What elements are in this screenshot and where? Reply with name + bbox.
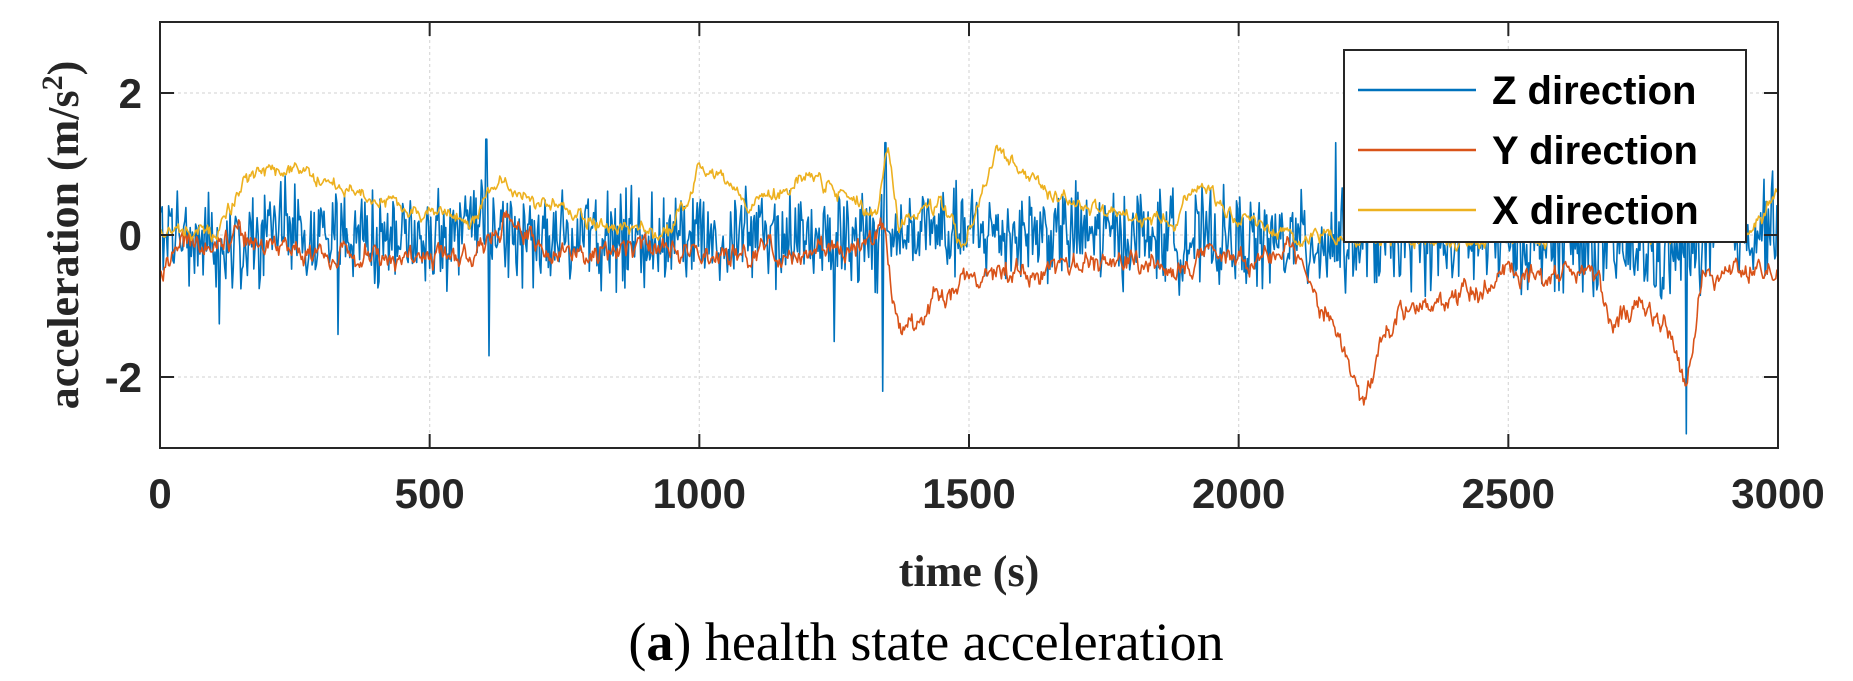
caption-text: health state acceleration (691, 612, 1223, 672)
y-axis-label-superscript: 2 (36, 75, 69, 90)
x-tick-label: 1000 (653, 470, 746, 517)
x-tick-label: 500 (395, 470, 465, 517)
x-tick-label: 2000 (1192, 470, 1285, 517)
y-axis-label: acceleration (m/s2) (36, 61, 88, 410)
x-tick-label: 0 (148, 470, 171, 517)
legend: Z direction Y direction X direction (1343, 49, 1747, 243)
legend-label: Z direction (1492, 69, 1696, 113)
x-tick-label: 1500 (922, 470, 1015, 517)
x-tick-label: 2500 (1462, 470, 1555, 517)
legend-label: X direction (1492, 189, 1699, 233)
caption-letter: a (646, 612, 673, 672)
y-axis-label-close: ) (39, 61, 88, 76)
legend-label: Y direction (1492, 129, 1698, 173)
series-line-y-direction (159, 210, 1779, 406)
tick-marks (159, 22, 1779, 448)
y-tick-label: -2 (105, 354, 142, 401)
y-axis-label-main: acceleration (m/s (39, 90, 88, 409)
figure-caption: (a) health state acceleration (628, 612, 1223, 672)
tick-labels: 0 500 1000 1500 2000 2500 3000 -2 0 2 (105, 70, 1825, 517)
y-tick-label: 0 (119, 212, 142, 259)
y-tick-label: 2 (119, 70, 142, 117)
caption-close: ) (673, 612, 691, 672)
x-tick-label: 3000 (1731, 470, 1824, 517)
x-axis-label: time (s) (899, 547, 1040, 596)
caption-open: ( (628, 612, 646, 672)
